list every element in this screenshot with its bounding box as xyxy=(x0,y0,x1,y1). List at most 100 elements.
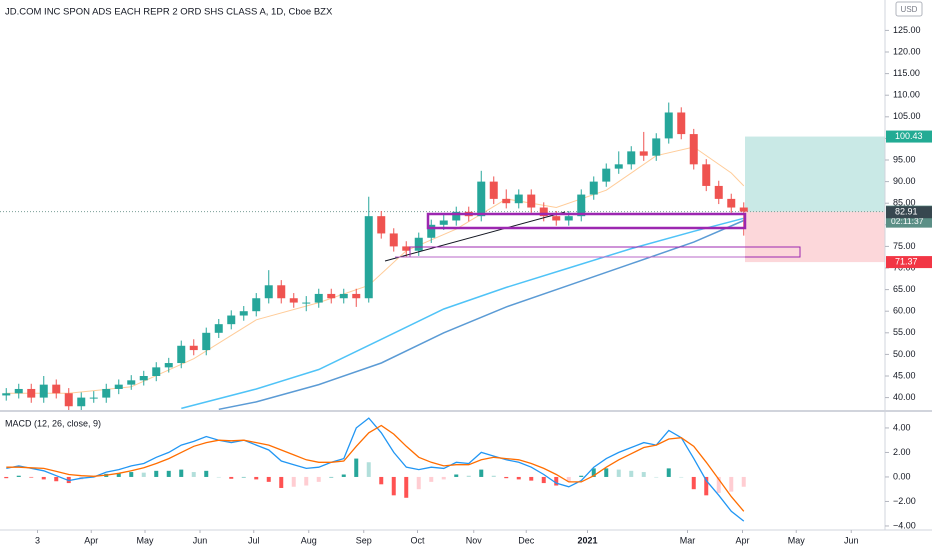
histogram-bar xyxy=(629,470,634,477)
histogram-bar xyxy=(16,475,21,477)
x-tick-label: 3 xyxy=(35,535,40,545)
histogram-bar xyxy=(204,470,209,477)
candle-body xyxy=(2,393,11,396)
y-tick-label: 110.00 xyxy=(893,90,920,100)
candle-body xyxy=(402,246,411,251)
histogram-bar xyxy=(41,476,46,480)
histogram-bar xyxy=(591,468,596,477)
target-zone xyxy=(745,136,885,212)
price-label-box xyxy=(886,130,932,143)
candle-body xyxy=(539,207,548,217)
candle-body xyxy=(589,181,598,195)
histogram-bar xyxy=(241,476,246,478)
y-tick-label: 115.00 xyxy=(893,68,920,78)
histogram-bar xyxy=(266,476,271,482)
histogram-bar xyxy=(379,476,384,485)
currency-badge[interactable] xyxy=(895,1,923,17)
candle-body xyxy=(139,376,148,381)
histogram-bar xyxy=(354,458,359,477)
histogram-bar xyxy=(341,474,346,477)
currency: USD xyxy=(901,5,918,14)
candle-body xyxy=(77,397,86,407)
y-tick-label: 95.00 xyxy=(893,154,916,164)
histogram-bar xyxy=(404,476,409,498)
histogram-bar xyxy=(254,476,259,480)
y-tick-label: −2.00 xyxy=(893,496,916,506)
y-tick-label: 50.00 xyxy=(893,349,916,359)
candle-body xyxy=(477,181,486,217)
candle-body xyxy=(577,194,586,217)
histogram-bar xyxy=(179,469,184,477)
y-tick-label: −4.00 xyxy=(893,520,916,530)
y-tick-label: 75.00 xyxy=(893,241,916,251)
histogram-bar xyxy=(529,476,534,481)
indicator-title: MACD (12, 26, close, 9) xyxy=(5,418,101,428)
histogram-bar xyxy=(616,469,621,477)
candle-body xyxy=(652,138,661,156)
candle-body xyxy=(277,285,286,299)
histogram-bar xyxy=(191,472,196,477)
histogram-bar xyxy=(716,476,721,493)
candle-body xyxy=(289,298,298,303)
histogram-bar xyxy=(29,476,34,478)
y-tick-label: 90.00 xyxy=(893,176,916,186)
histogram-bar xyxy=(416,476,421,490)
x-tick-label: May xyxy=(788,535,806,545)
histogram-bar xyxy=(304,476,309,486)
x-tick-label: Apr xyxy=(735,535,749,545)
candle-body xyxy=(702,164,711,186)
y-tick-label: 125.00 xyxy=(893,25,921,35)
price-label: 82.91 xyxy=(895,207,918,217)
candle-body xyxy=(14,388,23,394)
price-pane xyxy=(0,102,885,410)
histogram-bar xyxy=(504,476,509,479)
candle-body xyxy=(564,216,573,221)
moving-average xyxy=(181,217,744,410)
candle-body xyxy=(427,224,436,238)
candle-body xyxy=(377,216,386,234)
candle-body xyxy=(177,345,186,364)
histogram-bar xyxy=(554,476,559,486)
y-tick-label: 60.00 xyxy=(893,306,916,316)
candle-body xyxy=(614,164,623,169)
candle-body xyxy=(189,345,198,351)
histogram-bar xyxy=(454,474,459,477)
candle-body xyxy=(252,298,261,312)
candle-body xyxy=(227,315,236,325)
histogram-bar xyxy=(491,475,496,477)
candle-body xyxy=(364,216,373,299)
y-tick-label: 45.00 xyxy=(893,370,916,380)
candle-body xyxy=(239,311,248,316)
x-tick-label: Jun xyxy=(193,535,208,545)
histogram-bar xyxy=(479,469,484,477)
y-tick-label: 55.00 xyxy=(893,327,916,337)
candle-body xyxy=(39,384,48,398)
candle-body xyxy=(164,363,173,368)
candle-body xyxy=(514,194,523,204)
y-tick-label: 0.00 xyxy=(893,471,911,481)
x-tick-label: Aug xyxy=(301,535,317,545)
candle-body xyxy=(489,181,498,199)
candle-body xyxy=(327,293,336,299)
histogram-bar xyxy=(291,476,296,487)
x-tick-label: Apr xyxy=(84,535,98,545)
y-tick-label: 2.00 xyxy=(893,447,911,457)
histogram-bar xyxy=(429,476,434,482)
histogram-bar xyxy=(691,476,696,490)
x-tick-label: 2021 xyxy=(577,535,597,545)
candle-body xyxy=(552,216,561,221)
candle-body xyxy=(527,194,536,208)
price-label: 71.37 xyxy=(895,256,918,266)
candle-body xyxy=(677,112,686,135)
histogram-bar xyxy=(541,476,546,484)
histogram-bar xyxy=(441,476,446,480)
countdown: 02:11:37 xyxy=(891,216,924,226)
histogram-bar xyxy=(729,476,734,492)
candle-body xyxy=(639,151,648,156)
histogram-bar xyxy=(141,472,146,477)
histogram-bar xyxy=(641,472,646,477)
candle-body xyxy=(64,393,73,407)
candle-body xyxy=(714,185,723,199)
candle-body xyxy=(439,220,448,225)
candle-body xyxy=(302,302,311,304)
